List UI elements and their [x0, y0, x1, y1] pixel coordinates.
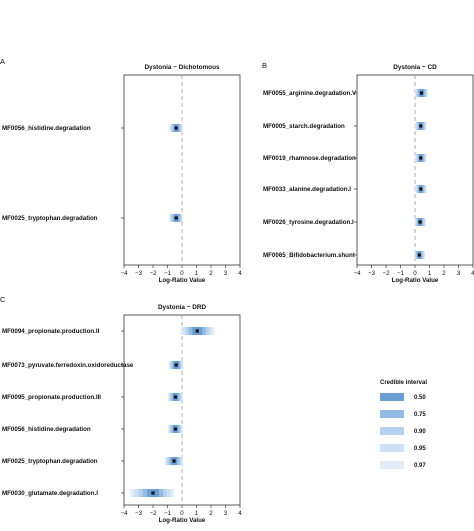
row-label: MF0025_tryptophan.degradation — [2, 215, 98, 222]
median-point — [417, 253, 421, 257]
panel-c: C Dystonia ~ DRD −4 −3 −2 −1 0 1 2 3 4 Log-Ratio Va… — [0, 295, 242, 524]
x-tick-label: −2 — [149, 510, 157, 517]
median-point — [174, 126, 178, 130]
x-tick-label: 4 — [238, 510, 242, 517]
row-label: MF0019_rhamnose.degradation — [263, 155, 356, 162]
legend-label: 0.97 — [414, 463, 426, 469]
row-label: MF0025_tryptophan.degradation — [2, 458, 98, 465]
x-tick-label: 4 — [471, 270, 474, 277]
x-tick-label: 0 — [180, 510, 184, 517]
panel-letter: A — [0, 57, 5, 66]
x-tick-label: 0 — [413, 270, 417, 277]
x-tick-label: −3 — [368, 270, 376, 277]
legend-label: 0.50 — [414, 395, 426, 401]
x-tick-label: −4 — [353, 270, 361, 277]
x-tick-label: 0 — [180, 270, 184, 277]
median-point — [172, 459, 176, 463]
row-label: MF0026_tyrosine.degradation.I — [263, 219, 354, 226]
legend-swatch — [380, 461, 404, 469]
row-label: MF0030_glutamate.degradation.I — [2, 490, 98, 497]
legend-title: Credible interval — [380, 380, 427, 386]
legend-swatch — [380, 427, 404, 435]
x-axis-label: Log-Ratio Value — [159, 277, 206, 284]
median-point — [419, 156, 423, 160]
legend-swatch — [380, 393, 404, 401]
x-tick-label: 2 — [209, 270, 213, 277]
row-label: MF0005_starch.degradation — [263, 123, 345, 130]
panel-title: Dystonia ~ Dichotomous — [144, 64, 220, 71]
row-label: MF0095_propionate.production.III — [2, 394, 101, 401]
legend-label: 0.75 — [414, 412, 426, 418]
row-label: MF0055_arginine.degradation.V — [263, 90, 357, 97]
row-label: MF0056_histidine.degradation — [2, 125, 91, 132]
panel-title: Dystonia ~ DRD — [158, 304, 207, 311]
panel-b: B Dystonia ~ CD −4 −3 −2 −1 0 1 2 3 4 Log-Ratio Val… — [262, 61, 474, 284]
x-tick-label: 3 — [224, 510, 228, 517]
legend: Credible interval 0.50 0.75 0.90 0.95 0.97 — [380, 380, 427, 469]
legend-label: 0.90 — [414, 429, 426, 435]
row-label: MF0033_alanine.degradation.I — [263, 186, 351, 193]
x-tick-label: 3 — [457, 270, 461, 277]
median-point — [195, 329, 199, 333]
row-label: MF0065_Bifidobacterium.shunt — [263, 252, 355, 259]
legend-label: 0.95 — [414, 446, 426, 452]
x-tick-label: −2 — [149, 270, 157, 277]
x-tick-label: −4 — [120, 510, 128, 517]
x-tick-label: 4 — [238, 270, 242, 277]
x-tick-label: 2 — [209, 510, 213, 517]
x-tick-label: −1 — [397, 270, 405, 277]
legend-swatch — [380, 444, 404, 452]
x-tick-label: −3 — [135, 270, 143, 277]
x-tick-label: 1 — [428, 270, 432, 277]
row-label: MF0056_histidine.degradation — [2, 426, 91, 433]
row-label: MF0073_pyruvate.ferredoxin.oxidoreductas… — [2, 362, 134, 369]
median-point — [151, 491, 155, 495]
x-tick-label: −3 — [135, 510, 143, 517]
median-point — [174, 363, 178, 367]
x-tick-label: 1 — [195, 270, 199, 277]
median-point — [174, 216, 178, 220]
row-label: MF0094_propionate.production.II — [2, 328, 100, 335]
x-tick-label: −4 — [120, 270, 128, 277]
x-tick-label: −2 — [382, 270, 390, 277]
panel-a: A Dystonia ~ Dichotomous −4 −3 −2 −1 0 1 2 3 4 Log-… — [0, 57, 242, 284]
median-point — [173, 427, 178, 431]
x-tick-label: 3 — [224, 270, 228, 277]
panel-letter: C — [0, 295, 6, 304]
x-tick-label: −1 — [164, 270, 172, 277]
median-point — [419, 124, 423, 128]
x-axis-label: Log-Ratio Value — [392, 277, 439, 284]
panel-title: Dystonia ~ CD — [393, 64, 437, 71]
median-point — [419, 91, 424, 95]
x-tick-label: 1 — [195, 510, 199, 517]
median-point — [418, 220, 422, 224]
median-point — [419, 187, 423, 191]
legend-swatch — [380, 410, 404, 418]
panel-letter: B — [262, 61, 267, 70]
median-point — [173, 395, 178, 399]
x-axis-label: Log-Ratio Value — [159, 517, 206, 524]
x-tick-label: −1 — [164, 510, 172, 517]
x-tick-label: 2 — [442, 270, 446, 277]
